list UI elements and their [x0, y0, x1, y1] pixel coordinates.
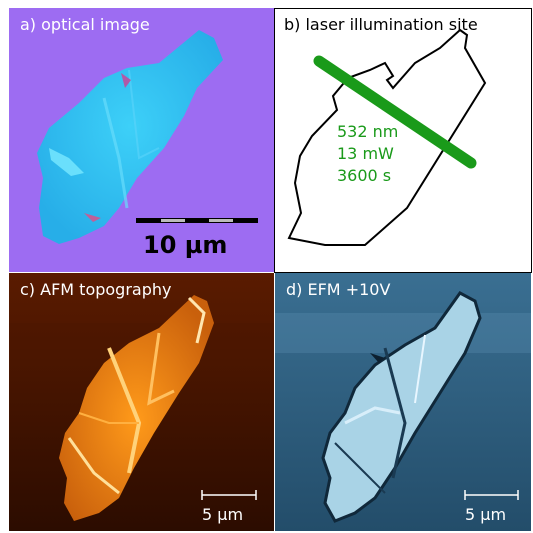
panel-laser-illumination-site: b) laser illumination site 532 nm 13 mW … [275, 8, 531, 272]
laser-duration: 3600 s [337, 166, 392, 185]
scale-bar-label-d: 5 µm [465, 505, 507, 524]
panel-a-label: a) optical image [20, 15, 150, 34]
panel-d-label: d) EFM +10V [286, 280, 391, 299]
flake-outline [287, 28, 487, 246]
scale-bar-label-a: 10 µm [143, 231, 228, 259]
laser-power: 13 mW [337, 144, 394, 163]
afm-topography-image [9, 273, 274, 531]
laser-parameters: 532 nm 13 mW 3600 s [337, 121, 398, 187]
scale-bar-label-c: 5 µm [202, 505, 244, 524]
panel-c-label: c) AFM topography [20, 280, 172, 299]
laser-wavelength: 532 nm [337, 122, 399, 141]
flake-outline-diagram [287, 28, 487, 246]
panel-optical-image: a) optical image 10 µm [9, 8, 274, 272]
efm-image [275, 273, 531, 531]
panel-afm-topography: c) AFM topography 5 µm [9, 273, 274, 531]
panel-b-label: b) laser illumination site [284, 15, 478, 34]
panel-efm: d) EFM +10V 5 µm [275, 273, 531, 531]
laser-line [313, 55, 477, 169]
optical-flake-image [37, 30, 258, 244]
